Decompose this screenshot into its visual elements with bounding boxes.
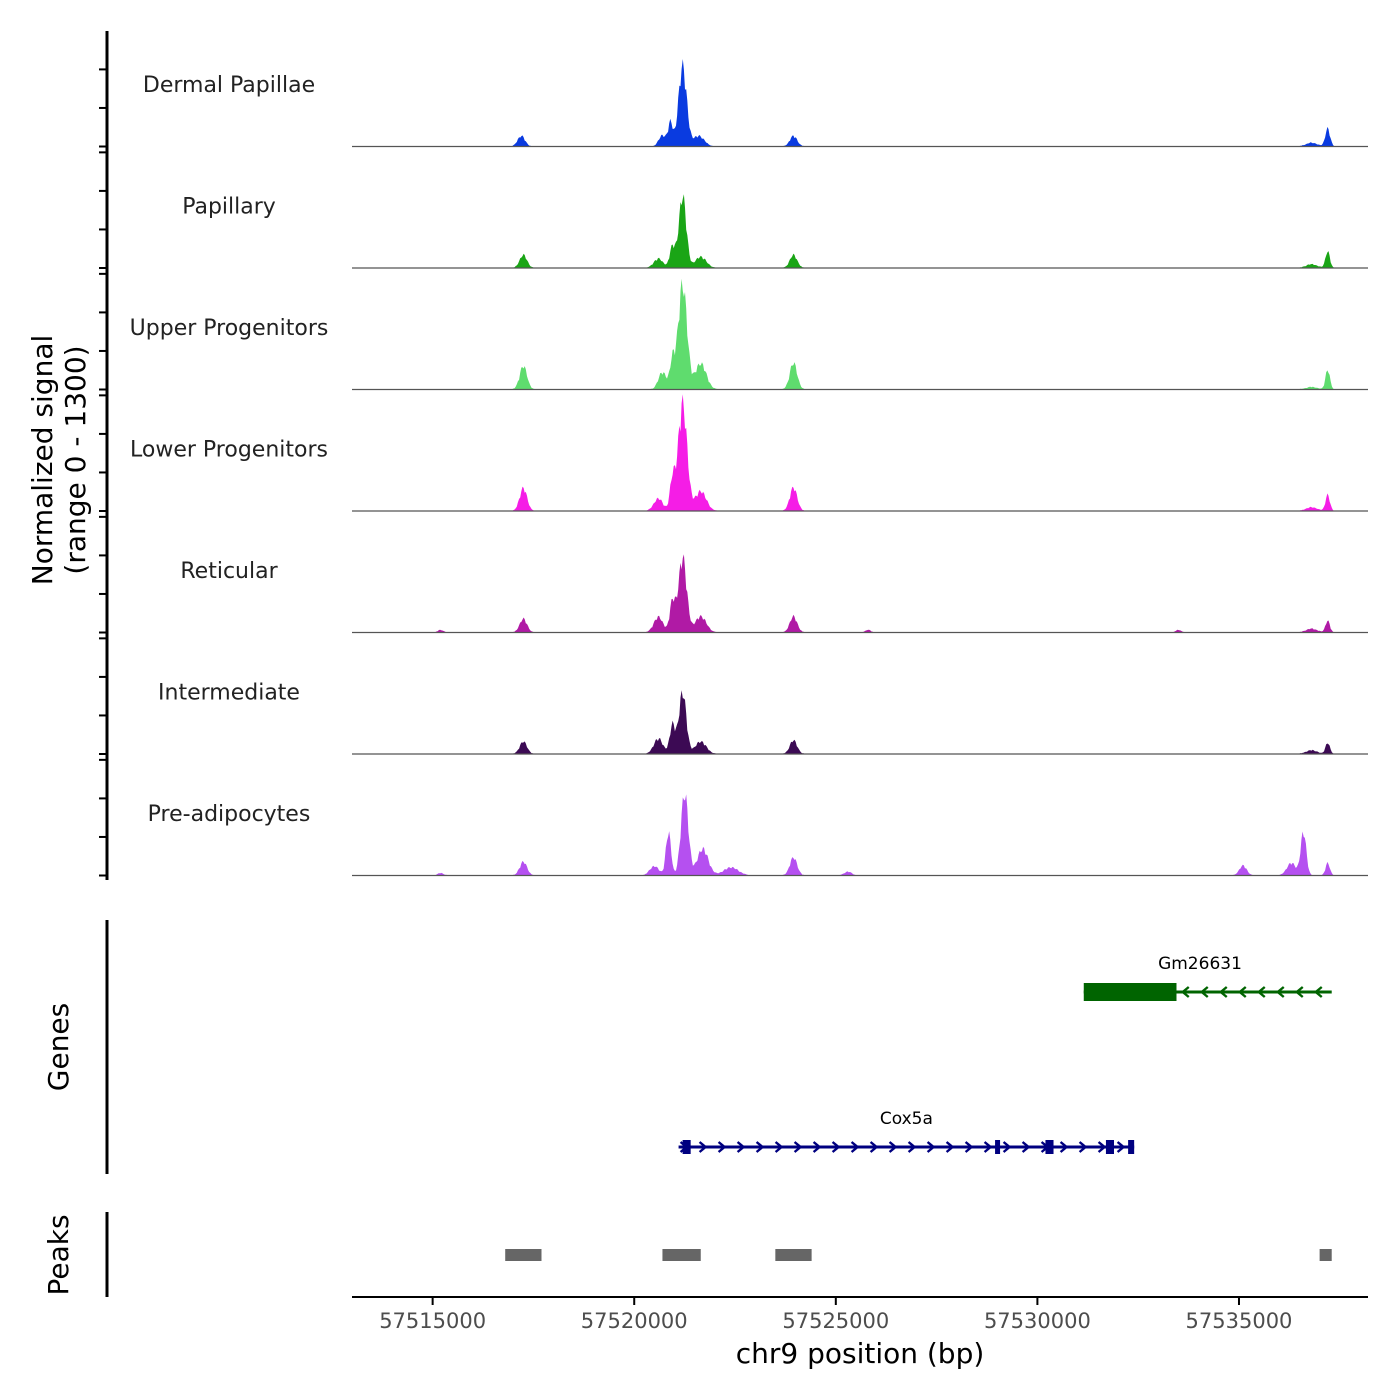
strand-arrow — [1123, 986, 1133, 998]
x-axis-title: chr9 position (bp) — [736, 1337, 985, 1370]
exon — [1083, 983, 1177, 1001]
gene-model: Cox5a — [678, 1109, 1135, 1154]
strand-arrow — [1059, 1141, 1069, 1153]
x-tick-label: 57520000 — [581, 1309, 688, 1333]
x-tick-label: 57515000 — [379, 1309, 486, 1333]
track-label: Pre-adipocytes — [148, 802, 311, 827]
strand-arrow — [793, 1141, 803, 1153]
peaks-track-title: Peaks — [42, 1214, 75, 1295]
strand-arrow — [774, 1141, 784, 1153]
x-axis: 57515000 57520000 57525000 57530000 57535000 — [352, 1296, 1368, 1333]
coverage-area — [352, 554, 1368, 633]
strand-arrow — [1294, 986, 1304, 998]
strand-arrow — [679, 1141, 689, 1153]
strand-arrow — [1275, 986, 1285, 998]
x-tick-label: 57535000 — [1186, 1309, 1293, 1333]
exon — [1045, 1140, 1054, 1154]
track-label: Reticular — [180, 559, 278, 584]
track-label: Intermediate — [158, 680, 300, 705]
track-label: Upper Progenitors — [130, 316, 329, 341]
coverage-track: Reticular — [180, 554, 1368, 634]
strand-arrow — [1002, 1141, 1012, 1153]
strand-arrow — [812, 1141, 822, 1153]
peaks-track — [505, 1249, 1332, 1261]
peak-region — [662, 1249, 701, 1261]
y-axis-title-line1: Normalized signal — [26, 335, 59, 586]
strand-arrow — [1237, 986, 1247, 998]
strand-arrow — [869, 1141, 879, 1153]
strand-arrow — [983, 1141, 993, 1153]
strand-arrow — [1161, 986, 1171, 998]
coverage-track: Lower Progenitors — [130, 394, 1368, 512]
strand-arrow — [926, 1141, 936, 1153]
genes-track: Gm26631 Cox5a — [678, 954, 1332, 1154]
strand-arrow — [945, 1141, 955, 1153]
x-tick-label: 57530000 — [984, 1309, 1091, 1333]
coverage-track: Pre-adipocytes — [148, 794, 1368, 877]
gene-model: Gm26631 — [1083, 954, 1332, 1001]
strand-arrow — [850, 1141, 860, 1153]
strand-arrow — [736, 1141, 746, 1153]
coverage-track: Papillary — [182, 194, 1368, 269]
coverage-area — [352, 794, 1368, 876]
strand-arrow — [1040, 1141, 1050, 1153]
strand-arrow — [888, 1141, 898, 1153]
coverage-area — [352, 690, 1368, 754]
strand-arrow — [717, 1141, 727, 1153]
peak-region — [775, 1249, 812, 1261]
gene-label: Cox5a — [880, 1109, 933, 1129]
strand-arrow — [698, 1141, 708, 1153]
coverage-area — [352, 194, 1368, 268]
exon — [1128, 1140, 1135, 1154]
strand-arrow — [1021, 1141, 1031, 1153]
signal-y-axis — [99, 31, 109, 880]
coverage-track: Upper Progenitors — [130, 278, 1368, 391]
track-label: Dermal Papillae — [143, 73, 315, 98]
coverage-area — [352, 278, 1368, 390]
strand-arrow — [964, 1141, 974, 1153]
y-axis-title-line2: (range 0 - 1300) — [59, 345, 92, 574]
exon — [995, 1140, 1001, 1154]
peak-region — [1319, 1249, 1332, 1261]
coverage-area — [352, 394, 1368, 511]
gene-label: Gm26631 — [1158, 954, 1242, 974]
genes-track-title: Genes — [42, 1003, 75, 1091]
strand-arrow — [1104, 986, 1114, 998]
strand-arrow — [1199, 986, 1209, 998]
peak-region — [505, 1249, 542, 1261]
track-label: Lower Progenitors — [130, 437, 328, 462]
strand-arrow — [755, 1141, 765, 1153]
strand-arrow — [1256, 986, 1266, 998]
strand-arrow — [1078, 1141, 1088, 1153]
track-label: Papillary — [182, 194, 276, 219]
strand-arrow — [831, 1141, 841, 1153]
strand-arrow — [1180, 986, 1190, 998]
strand-arrow — [1097, 1141, 1107, 1153]
strand-arrow — [1218, 986, 1228, 998]
strand-arrow — [1116, 1141, 1126, 1153]
exon — [1105, 1140, 1114, 1154]
coverage-area — [352, 59, 1368, 147]
coverage-track: Intermediate — [158, 680, 1368, 755]
strand-arrow — [1085, 986, 1095, 998]
strand-arrow — [907, 1141, 917, 1153]
coverage-track: Dermal Papillae — [143, 59, 1368, 148]
coverage-tracks: Dermal Papillae Papillary Upper Progenitor… — [130, 59, 1368, 877]
strand-arrow — [1142, 986, 1152, 998]
x-tick-label: 57525000 — [782, 1309, 889, 1333]
strand-arrow — [1313, 986, 1323, 998]
